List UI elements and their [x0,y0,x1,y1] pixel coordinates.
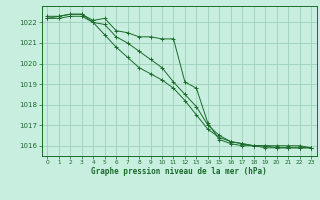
X-axis label: Graphe pression niveau de la mer (hPa): Graphe pression niveau de la mer (hPa) [91,167,267,176]
